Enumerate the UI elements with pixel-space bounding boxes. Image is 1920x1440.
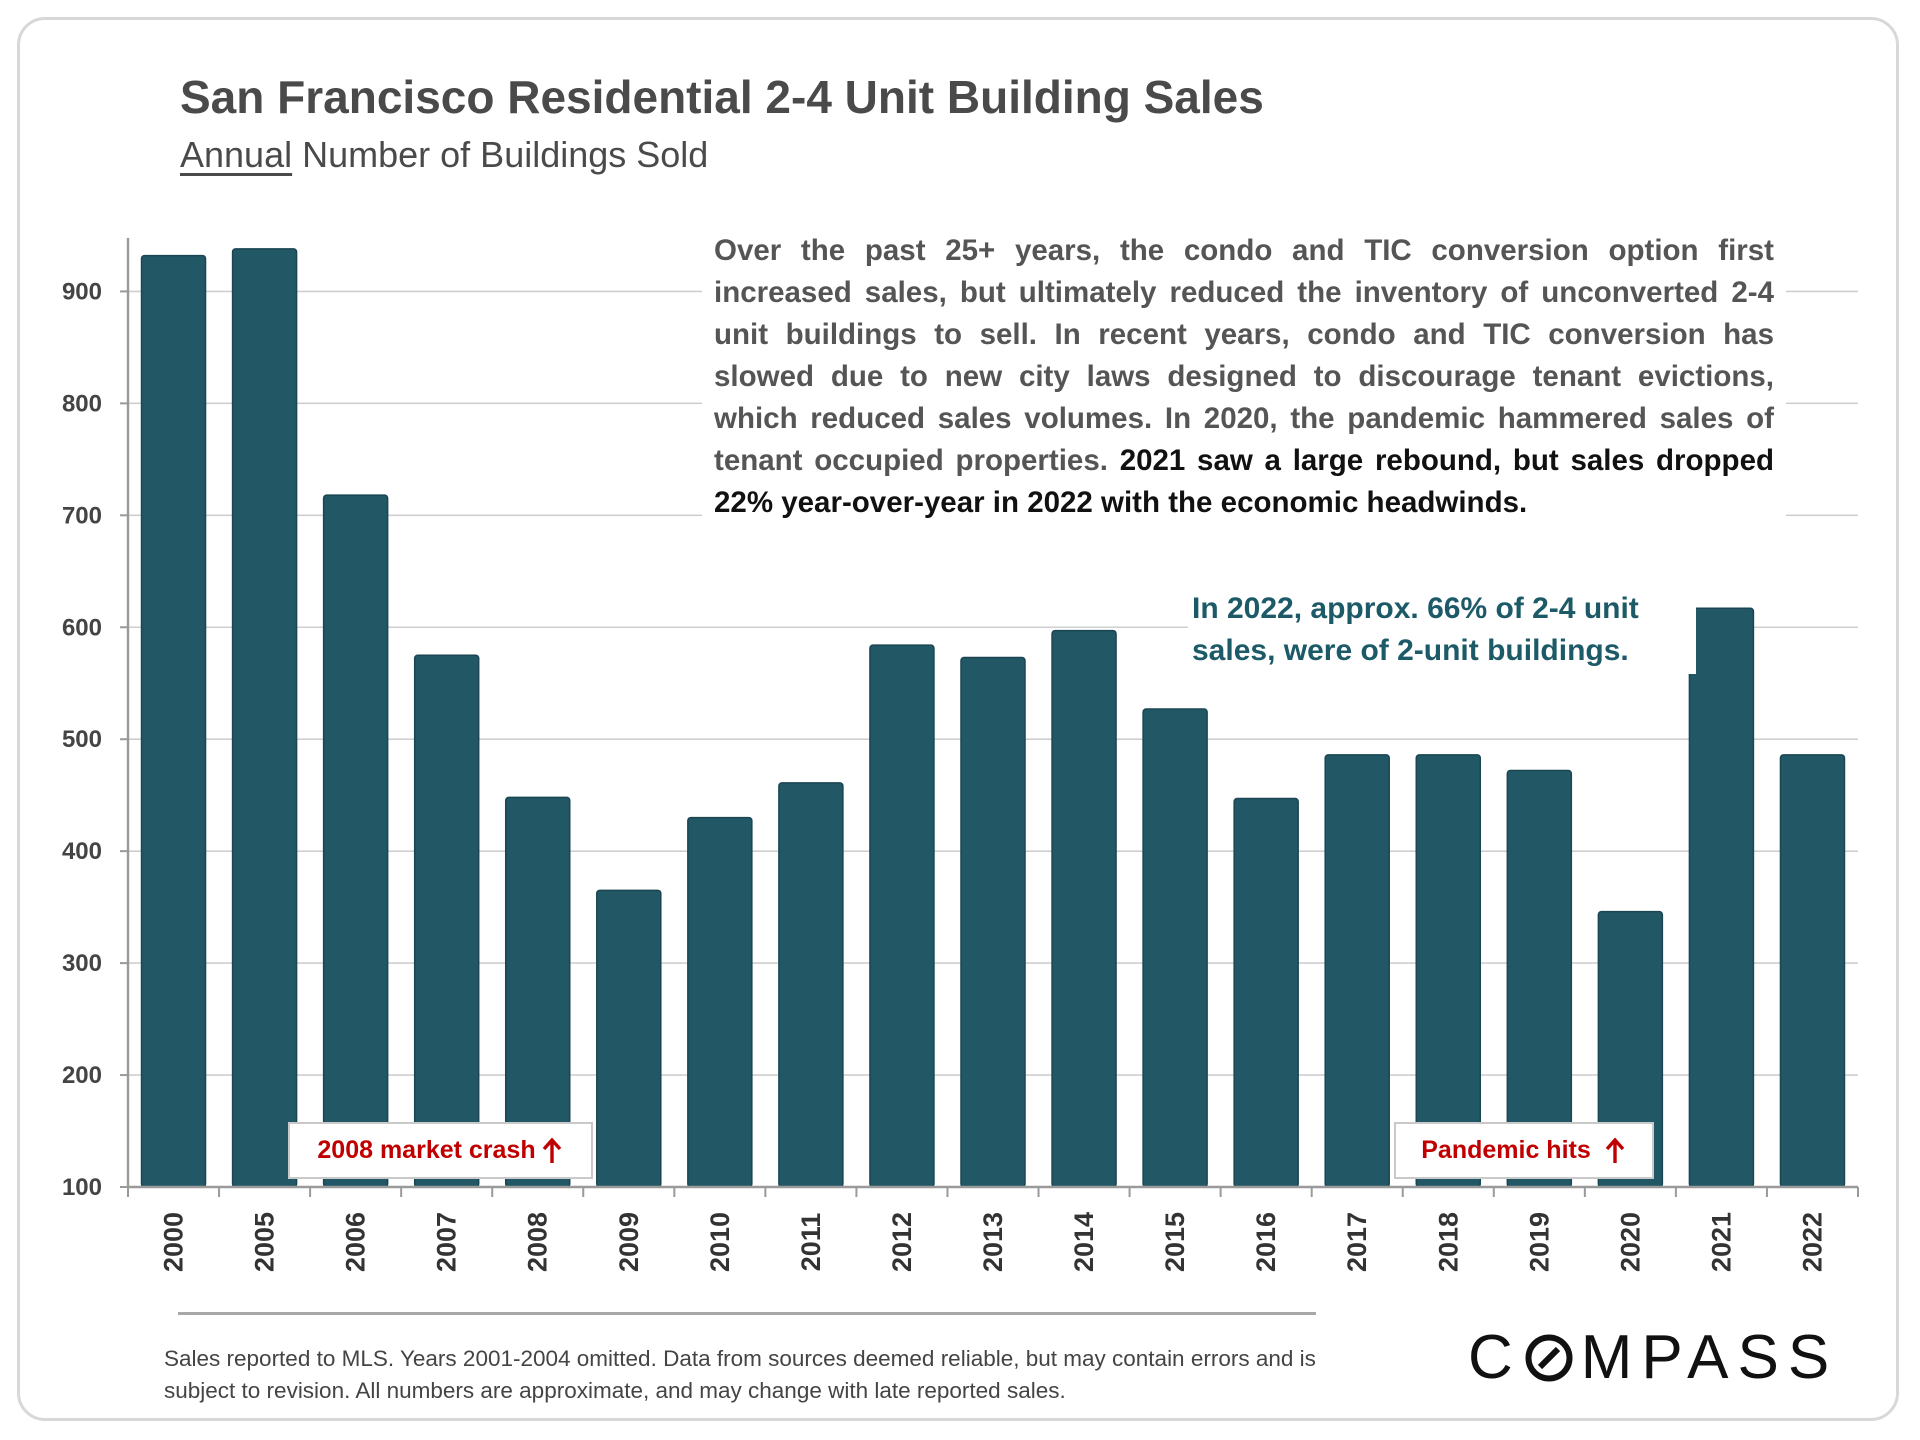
x-tick-label: 2015 xyxy=(1160,1212,1190,1272)
y-tick-label: 600 xyxy=(62,614,102,641)
x-tick-label: 2017 xyxy=(1342,1212,1372,1272)
pandemic-label: Pandemic hits xyxy=(1421,1136,1591,1164)
y-tick-label: 200 xyxy=(62,1062,102,1089)
bars xyxy=(140,248,1846,1188)
x-tick-label: 2010 xyxy=(705,1212,735,1272)
market-crash-label: 2008 market crash xyxy=(317,1136,536,1164)
bar-2021 xyxy=(1688,607,1755,1188)
y-tick-label: 500 xyxy=(62,726,102,753)
bar-2015 xyxy=(1142,708,1208,1188)
y-tick-labels: 100 200 300 400 500 600 700 800 900 xyxy=(62,278,102,1201)
bar-2005 xyxy=(231,248,298,1188)
y-tick-label: 700 xyxy=(62,502,102,529)
commentary-emphasis: 2021 saw a large rebound, but sales drop… xyxy=(714,444,1775,519)
y-tick-label: 400 xyxy=(62,838,102,865)
commentary-regular: Over the past 25+ years, the condo and T… xyxy=(714,234,1774,477)
x-tick-labels: 2000 2005 2006 2007 2008 2009 2010 2011 2012 2013… xyxy=(159,1212,1828,1272)
logo-text-left: C xyxy=(1468,1323,1522,1392)
y-tick-label: 800 xyxy=(62,390,102,417)
axes xyxy=(120,238,1859,1197)
commentary-note: Over the past 25+ years, the condo and T… xyxy=(702,226,1786,528)
x-tick-label: 2018 xyxy=(1433,1212,1463,1272)
logo-text-right: MPASS xyxy=(1580,1323,1839,1392)
x-tick-label: 2020 xyxy=(1615,1212,1645,1272)
arrow-up-icon xyxy=(1605,1136,1625,1163)
bar-2017 xyxy=(1324,754,1390,1188)
bar-2013 xyxy=(960,656,1026,1188)
footer-divider xyxy=(178,1312,1316,1315)
bar-2016 xyxy=(1233,797,1299,1188)
bar-2006 xyxy=(322,494,389,1188)
x-tick-label: 2013 xyxy=(978,1212,1008,1272)
x-tick-label: 2019 xyxy=(1524,1212,1554,1272)
x-tick-label: 2012 xyxy=(887,1212,917,1272)
subtitle-rest: Number of Buildings Sold xyxy=(292,134,709,175)
x-tick-label: 2007 xyxy=(432,1212,462,1272)
two-unit-share-note: In 2022, approx. 66% of 2-4 unit sales, … xyxy=(1188,586,1696,674)
arrow-up-icon xyxy=(542,1136,561,1163)
bar-2009 xyxy=(596,889,662,1188)
x-tick-label: 2014 xyxy=(1069,1212,1099,1272)
chart-title: San Francisco Residential 2-4 Unit Build… xyxy=(180,71,1264,123)
y-tick-label: 900 xyxy=(62,278,102,305)
y-tick-label: 300 xyxy=(62,950,102,977)
x-tick-label: 2011 xyxy=(796,1213,826,1272)
bar-2010 xyxy=(687,816,753,1188)
pandemic-callout: Pandemic hits xyxy=(1394,1122,1654,1179)
x-tick-label: 2008 xyxy=(523,1212,553,1272)
bar-2000 xyxy=(140,254,207,1188)
x-tick-label: 2016 xyxy=(1251,1212,1281,1272)
chart-subtitle: Annual Number of Buildings Sold xyxy=(180,134,708,176)
bar-2007 xyxy=(413,654,480,1188)
bar-2011 xyxy=(778,782,844,1188)
bar-2012 xyxy=(869,644,935,1188)
x-tick-label: 2006 xyxy=(341,1212,371,1272)
footnote: Sales reported to MLS. Years 2001-2004 o… xyxy=(164,1346,1316,1403)
market-crash-callout: 2008 market crash xyxy=(288,1122,593,1179)
compass-logo: C MPASS xyxy=(1468,1322,1838,1393)
bar-2022 xyxy=(1779,754,1846,1188)
x-tick-label: 2000 xyxy=(159,1212,189,1272)
x-tick-label: 2009 xyxy=(614,1212,644,1272)
y-tick-label: 100 xyxy=(62,1174,102,1201)
subtitle-underlined: Annual xyxy=(180,134,293,175)
x-tick-label: 2021 xyxy=(1706,1212,1736,1272)
x-tick-label: 2005 xyxy=(250,1212,280,1272)
bar-2014 xyxy=(1051,629,1117,1188)
x-tick-label: 2022 xyxy=(1797,1212,1827,1272)
compass-o-icon xyxy=(1525,1334,1573,1381)
